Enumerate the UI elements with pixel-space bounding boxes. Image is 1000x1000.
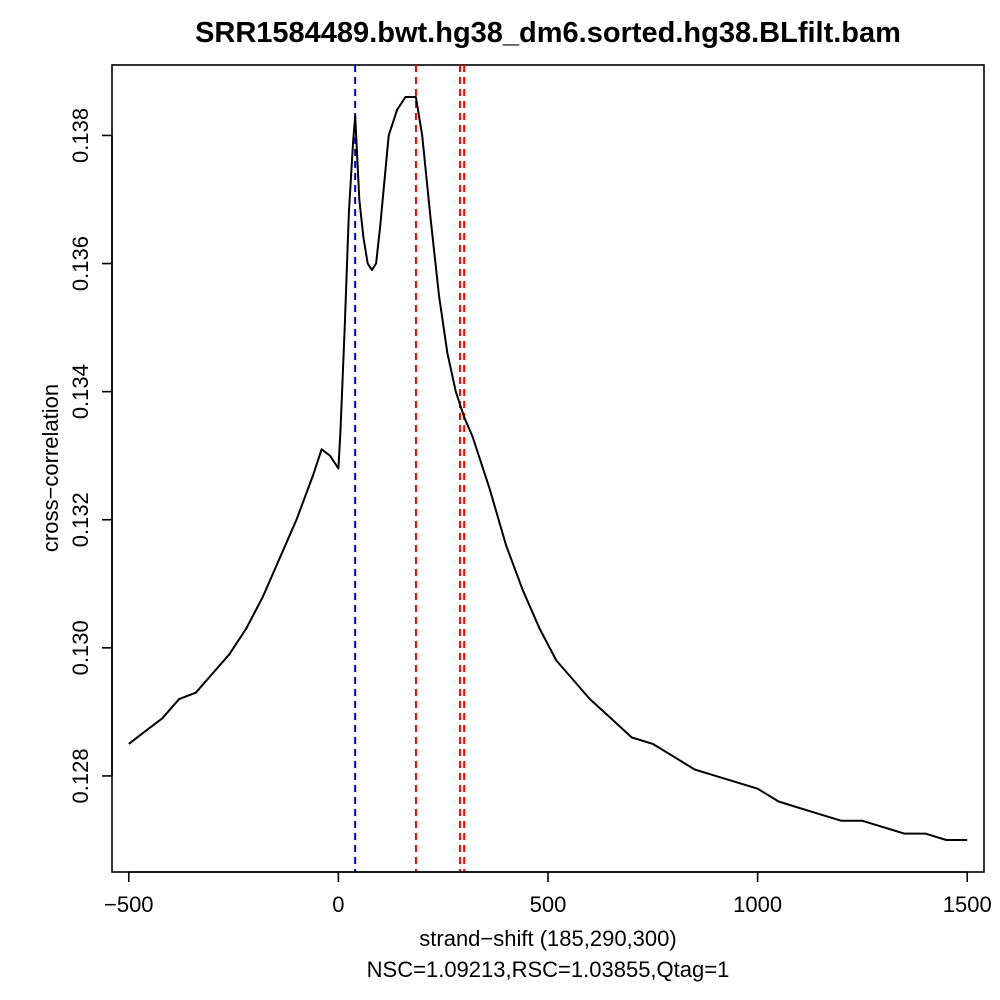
y-tick-label-3: 0.134 xyxy=(68,364,93,419)
x-tick-label-4: 1500 xyxy=(943,892,992,917)
series-line-0 xyxy=(128,96,968,841)
y-tick-label-0: 0.128 xyxy=(68,748,93,803)
y-axis-label: cross−correlation xyxy=(38,384,63,552)
chart-subtitle: NSC=1.09213,RSC=1.03855,Qtag=1 xyxy=(367,957,730,982)
y-tick-label-5: 0.138 xyxy=(68,108,93,163)
x-tick-label-0: −500 xyxy=(104,892,154,917)
x-tick-label-3: 1000 xyxy=(733,892,782,917)
y-tick-label-2: 0.132 xyxy=(68,492,93,547)
series-layer xyxy=(128,96,968,841)
y-tick-label-4: 0.136 xyxy=(68,236,93,291)
chart-title: SRR1584489.bwt.hg38_dm6.sorted.hg38.BLfi… xyxy=(195,17,901,49)
x-tick-label-1: 0 xyxy=(332,892,344,917)
reference-lines xyxy=(354,65,466,872)
x-tick-label-2: 500 xyxy=(530,892,567,917)
plot-frame xyxy=(111,64,985,873)
x-axis-label: strand−shift (185,290,300) xyxy=(419,926,676,951)
y-tick-label-1: 0.130 xyxy=(68,620,93,675)
x-axis: −500 0 500 1000 1500 xyxy=(104,871,992,917)
y-axis: 0.128 0.130 0.132 0.134 0.136 0.138 xyxy=(68,108,113,803)
